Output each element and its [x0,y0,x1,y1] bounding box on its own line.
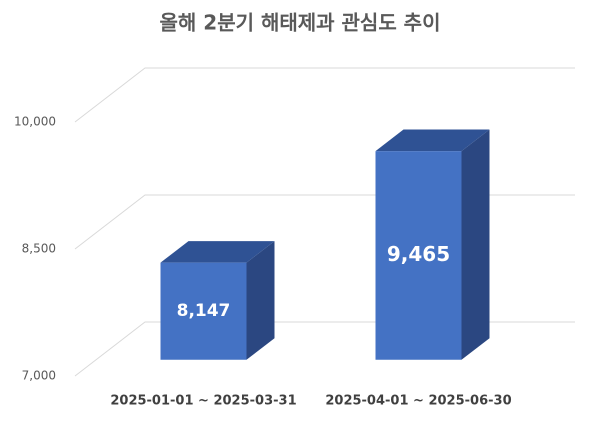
x-tick-label: 2025-04-01 ~ 2025-06-30 [325,394,511,409]
y-tick-label: 10,000 [14,115,56,129]
data-label: 9,465 [387,242,450,266]
bar-side [246,241,275,360]
y-tick-label: 8,500 [22,242,56,256]
chart-title: 올해 2분기 해태제과 관심도 추이 [160,11,441,35]
grid-line [74,321,575,377]
grid-line [74,67,575,123]
bar-top [375,129,490,152]
bar-top [160,241,275,263]
x-tick-label: 2025-01-01 ~ 2025-03-31 [110,394,296,409]
bar [375,129,490,360]
data-label: 8,147 [177,301,231,321]
bar [160,241,275,360]
bar-front [160,262,247,360]
bar-front [375,151,462,360]
grid-line [74,194,575,250]
y-tick-label: 7,000 [22,369,56,383]
bar-side [461,129,490,360]
